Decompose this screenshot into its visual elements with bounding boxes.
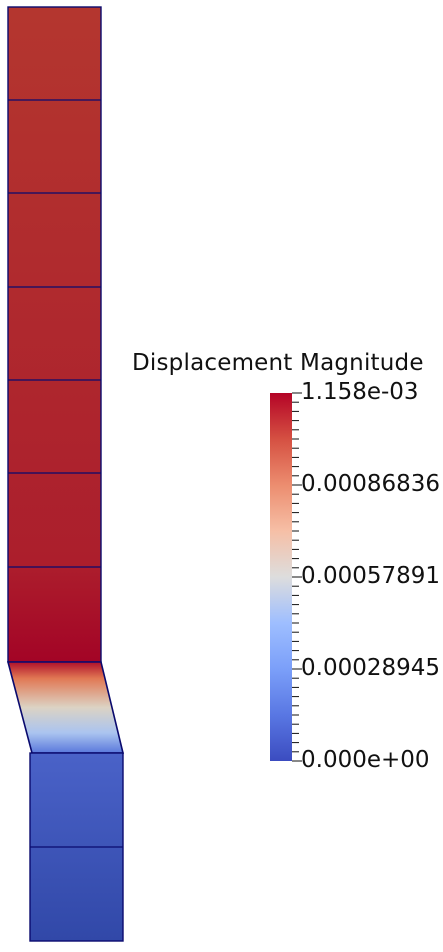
mesh-kink-element <box>8 662 123 753</box>
mesh-upper-body <box>8 7 101 662</box>
colorbar-label-min: 0.000e+00 <box>301 749 430 772</box>
mesh-lower-column <box>30 753 123 941</box>
colorbar-label-mid: 0.00057891 <box>301 565 440 588</box>
colorbar-title: Displacement Magnitude <box>132 350 424 376</box>
colorbar-gradient <box>270 393 292 761</box>
colorbar-label-q3: 0.00086836 <box>301 473 440 496</box>
colorbar-label-q1: 0.00028945 <box>301 657 440 680</box>
mesh-element-7 <box>8 567 101 662</box>
mesh-upper-column <box>8 7 101 662</box>
colorbar-label-max: 1.158e-03 <box>301 381 419 404</box>
